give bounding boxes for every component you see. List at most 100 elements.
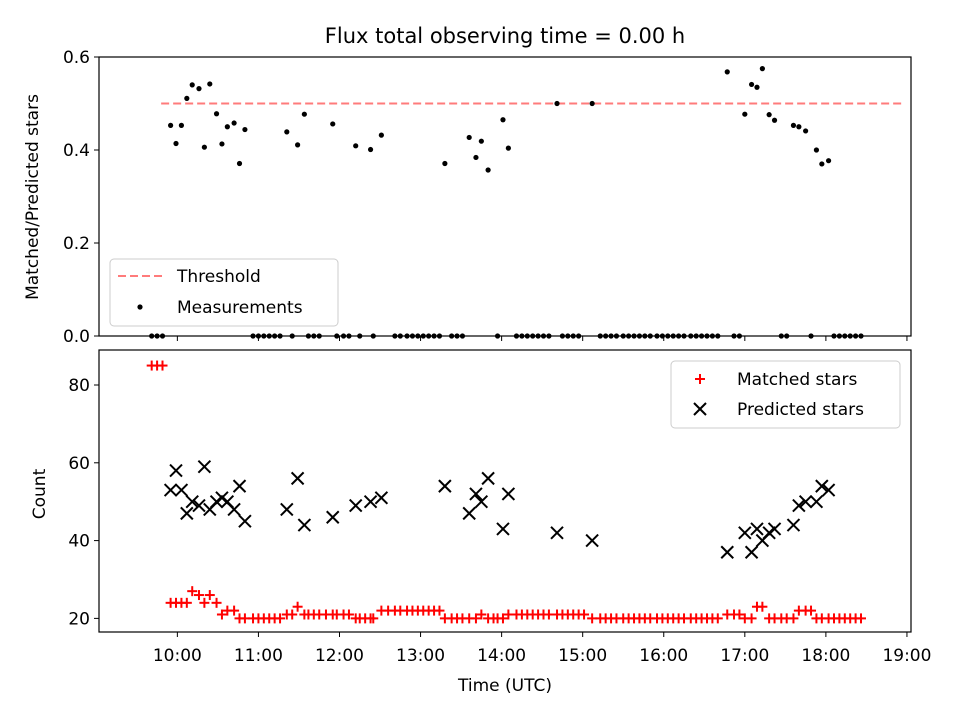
matched-star-point bbox=[757, 601, 768, 612]
predicted-star-point bbox=[462, 506, 476, 521]
measurement-point bbox=[409, 333, 416, 339]
measurement-point bbox=[654, 333, 660, 339]
measurement-point bbox=[530, 333, 536, 339]
measurement-point bbox=[759, 66, 765, 72]
matched-star-point bbox=[476, 609, 487, 620]
measurement-point bbox=[231, 120, 237, 126]
measurement-point bbox=[426, 333, 432, 339]
measurement-point bbox=[709, 333, 715, 339]
measurement-point bbox=[370, 333, 376, 339]
measurement-point bbox=[189, 82, 195, 88]
matched-star-point bbox=[287, 609, 298, 620]
predicted-star-point bbox=[496, 522, 510, 536]
predicted-star-point bbox=[767, 522, 782, 536]
measurement-point bbox=[266, 333, 272, 339]
legend-threshold-label: Threshold bbox=[176, 267, 261, 287]
measurement-point bbox=[796, 124, 802, 130]
measurement-point bbox=[853, 333, 859, 339]
x-tick-label: 13:00 bbox=[396, 646, 445, 666]
measurement-point bbox=[168, 122, 174, 128]
measurement-point bbox=[184, 95, 190, 101]
measurement-point bbox=[289, 333, 295, 339]
predicted-star-point bbox=[474, 494, 489, 509]
measurement-point bbox=[404, 333, 410, 339]
measurement-point bbox=[742, 111, 748, 117]
measurement-point bbox=[636, 333, 643, 339]
measurement-point bbox=[676, 333, 682, 339]
predicted-star-point bbox=[750, 522, 764, 536]
measurement-point bbox=[392, 333, 398, 339]
predicted-star-point bbox=[192, 498, 206, 513]
measurement-point bbox=[473, 154, 479, 161]
measurement-point bbox=[367, 146, 374, 153]
predicted-star-point bbox=[197, 459, 212, 474]
predicted-star-point bbox=[469, 487, 483, 501]
predicted-star-point bbox=[792, 498, 806, 513]
measurement-point bbox=[724, 69, 730, 75]
measurement-point bbox=[196, 86, 202, 92]
predicted-star-point bbox=[720, 545, 734, 559]
measurement-point bbox=[819, 161, 825, 167]
measurement-point bbox=[505, 145, 511, 151]
matched-star-point bbox=[788, 613, 799, 624]
x-tick-label: 15:00 bbox=[558, 646, 607, 666]
x-tick-label: 11:00 bbox=[234, 646, 283, 666]
measurement-point bbox=[284, 129, 290, 135]
measurement-point bbox=[478, 138, 484, 144]
predicted-star-point bbox=[163, 483, 178, 497]
measurement-point bbox=[704, 333, 710, 339]
predicted-star-point bbox=[809, 494, 824, 509]
measurement-point bbox=[688, 333, 694, 339]
measurement-point bbox=[272, 333, 278, 339]
measurement-point bbox=[519, 333, 525, 339]
measurement-point bbox=[449, 333, 455, 339]
measurement-point bbox=[693, 333, 699, 339]
measurement-point bbox=[513, 333, 520, 339]
top-y-tick-label: 0.4 bbox=[63, 141, 90, 161]
bottom-axes-frame bbox=[98, 349, 912, 633]
bottom-y-ticks: 20 40 60 80 bbox=[68, 376, 99, 629]
bottom-x-ticks: 10:00 11:00 12:00 13:00 14:00 15:00 16:00 17:00… bbox=[153, 632, 931, 666]
measurement-point bbox=[219, 141, 225, 147]
legend-measurements-swatch bbox=[137, 304, 143, 310]
top-y-ticks: 0.0 0.2 0.4 0.6 bbox=[63, 48, 99, 347]
predicted-star-point bbox=[169, 463, 183, 478]
measurement-point bbox=[149, 333, 155, 339]
matched-star-point bbox=[746, 613, 757, 624]
predicted-star-point bbox=[297, 518, 312, 532]
predicted-star-point bbox=[744, 545, 759, 559]
measurement-point bbox=[731, 333, 737, 339]
measurement-point bbox=[346, 333, 352, 339]
chart-title: Flux total observing time = 0.00 h bbox=[325, 24, 685, 48]
top-legend: Threshold Measurements bbox=[109, 258, 339, 327]
x-tick-label: 18:00 bbox=[801, 646, 850, 666]
top-y-tick-label: 0.0 bbox=[63, 327, 90, 347]
predicted-star-point bbox=[363, 494, 378, 509]
matched-star-point bbox=[434, 605, 445, 616]
bottom-legend-box bbox=[670, 360, 901, 429]
measurement-point bbox=[236, 160, 243, 167]
matched-star-point bbox=[204, 590, 215, 601]
x-tick-label: 12:00 bbox=[315, 646, 364, 666]
x-tick-label: 17:00 bbox=[720, 646, 769, 666]
legend-matched-swatch bbox=[695, 374, 705, 384]
measurement-point bbox=[250, 333, 256, 339]
measurement-point bbox=[330, 121, 336, 127]
measurement-point bbox=[466, 134, 472, 141]
predicted-star-point bbox=[374, 491, 389, 505]
bottom-y-tick-label: 60 bbox=[68, 454, 90, 474]
measurements-series bbox=[149, 66, 864, 339]
measurement-point bbox=[316, 333, 322, 339]
matched-star-point bbox=[470, 613, 481, 624]
legend-predicted-label: Predicted stars bbox=[737, 400, 864, 420]
predicted-star-point bbox=[290, 471, 305, 486]
measurement-point bbox=[665, 333, 671, 339]
measurement-point bbox=[311, 333, 317, 339]
measurement-point bbox=[559, 333, 566, 339]
measurement-point bbox=[454, 333, 460, 339]
measurement-point bbox=[261, 333, 267, 339]
predicted-star-point bbox=[174, 483, 189, 497]
bottom-legend: Matched stars Predicted stars bbox=[670, 360, 901, 429]
measurement-point bbox=[546, 333, 552, 339]
